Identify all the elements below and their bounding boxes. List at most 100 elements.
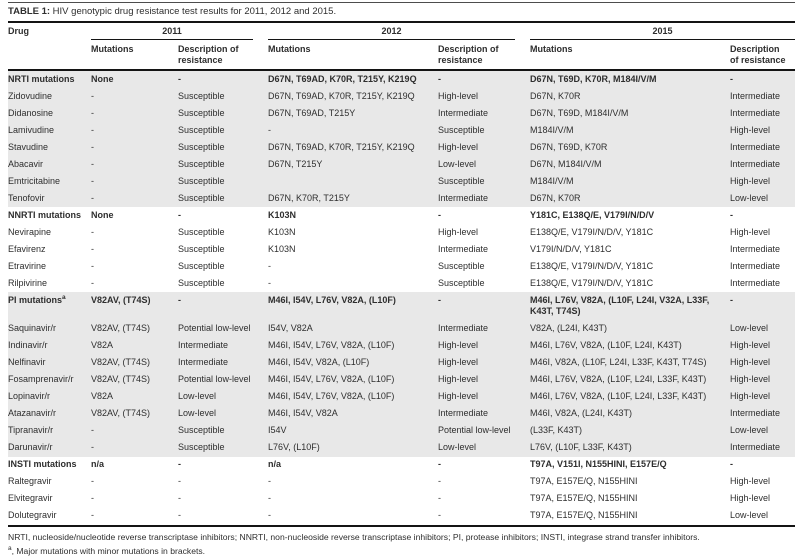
resistance-2015: Intermediate [730,90,781,101]
resistance-2015: High-level [730,124,771,135]
table-title: TABLE 1: HIV genotypic drug resistance t… [8,3,795,21]
table-row: Efavirenz - Susceptible K103N Intermediate V1… [8,241,795,258]
resistance-2015: Intermediate [730,107,781,118]
resistance-2012: High-level [438,357,479,367]
resistance-2011: - [178,493,181,503]
mutations-2011: - [91,158,94,169]
table-footnotes: NRTI, nucleoside/nucleotide reverse tran… [8,527,795,558]
mutations-2015: M46I, L76V, V82A, (L10F, L24I, L33F, K43… [530,391,707,401]
table-row: Etravirine - Susceptible - Susceptible E138Q/… [8,258,795,275]
mutations-2012: M46I, I54V, V82A, (L10F) [268,357,370,367]
resistance-2015: Intermediate [730,442,781,452]
drug-name: Zidovudine [8,90,53,101]
resistance-2015: Intermediate [730,243,781,254]
mutations-2015: D67N, M184I/V/M [530,158,602,169]
mutations-2012: K103N [268,209,297,220]
mutations-2012: I54V, V82A [268,323,313,333]
year-label-2011: 2011 [91,25,253,40]
table-row: Tipranavir/r - Susceptible I54V Potential lo… [8,422,795,440]
resistance-2012: High-level [438,141,479,152]
mutations-2012: K103N [268,243,296,254]
resistance-2012: - [438,510,441,520]
table-row: Didanosine - Susceptible D67N, T69AD, T215Y… [8,105,795,122]
mutations-2015: D67N, K70R [530,90,581,101]
resistance-2012: Low-level [438,442,477,452]
mutations-2015: E138Q/E, V179I/N/D/V, Y181C [530,277,654,288]
resistance-2012: - [438,459,441,469]
drug-name: NNRTI mutations [8,209,81,220]
table-row: Elvitegravir - - - - T97A, E157E/Q, N155HINI H… [8,491,795,508]
resistance-2011: - [178,209,181,220]
mutations-2011: - [91,277,94,288]
header-top-rule [8,21,795,23]
mutations-2015: D67N, T69D, K70R, M184I/V/M [530,73,657,84]
mutations-2015: V82A, (L24I, K43T) [530,323,608,333]
mutations-2011: V82AV, (T74S) [91,294,151,305]
resistance-2011: Potential low-level [178,374,251,384]
resistance-2011: Susceptible [178,243,225,254]
mutations-2012: D67N, T69AD, K70R, T215Y, K219Q [268,73,417,84]
drug-name: Darunavir/r [8,442,53,452]
drug-name: PI mutationsa [8,293,66,305]
column-group-2012: 2012 [268,23,530,40]
mutations-2011: None [91,73,114,84]
mutations-2015: V179I/N/D/V, Y181C [530,243,612,254]
mutations-2015: L76V, (L10F, L33F, K43T) [530,442,632,452]
resistance-2011: Susceptible [178,260,225,271]
mutations-2015: M184I/V/M [530,124,574,135]
mutations-2011: - [91,192,94,203]
mutations-2012: - [268,124,271,135]
table-row: Indinavir/r V82A Intermediate M46I, I54V, L… [8,337,795,355]
column-group-2015: 2015 [530,23,795,40]
table-number: TABLE 1: [8,6,51,17]
footnote-marker: a [8,544,12,552]
resistance-2015: Intermediate [730,277,781,288]
mutations-2011: V82AV, (T74S) [91,357,151,367]
resistance-2012: Intermediate [438,408,489,418]
resistance-2011: Susceptible [178,442,225,452]
mutations-2011: V82A [91,340,114,350]
table-row: Nelfinavir V82AV, (T74S) Intermediate M46I,… [8,354,795,372]
mutations-2012: n/a [268,459,282,469]
resistance-2015: - [730,73,733,84]
mutations-2012: M46I, I54V, L76V, V82A, (L10F) [268,340,395,350]
table-row: Zidovudine - Susceptible D67N, T69AD, K70R,… [8,88,795,105]
drug-name: Efavirenz [8,243,46,254]
resistance-table: Drug 2011 2012 2015 Mutations Descriptio… [8,23,795,527]
column-header-resistance-2015: Description of resistance [730,44,786,65]
drug-name: Indinavir/r [8,340,48,350]
resistance-2011: Intermediate [178,357,229,367]
table-row: Atazanavir/r V82AV, (T74S) Low-level M46I, … [8,405,795,423]
mutations-2015: M46I, V82A, (L10F, L24I, L33F, K43T, T74… [530,357,707,367]
resistance-2011: Susceptible [178,277,225,288]
resistance-2011: Low-level [178,408,217,418]
mutations-2012: - [268,476,271,486]
resistance-2015: High-level [730,493,771,503]
drug-name: Abacavir [8,158,44,169]
drug-name: Elvitegravir [8,493,53,503]
mutations-2015: D67N, T69D, M184I/V/M [530,107,629,118]
resistance-2015: High-level [730,476,771,486]
mutations-2015: D67N, K70R [530,192,581,203]
mutations-2015: T97A, E157E/Q, N155HINI [530,476,638,486]
table-row: NNRTI mutations None - K103N - Y181C, E138Q/E… [8,207,795,224]
drug-name: INSTI mutations [8,459,77,469]
mutations-2012: D67N, T69AD, K70R, T215Y, K219Q [268,90,415,101]
table-row: PI mutationsa V82AV, (T74S) - M46I, I54V, L… [8,292,795,321]
mutations-2012: - [268,510,271,520]
drug-name: Fosamprenavir/r [8,374,74,384]
column-header-mutations-2015: Mutations [530,44,573,54]
mutations-2012: D67N, K70R, T215Y [268,192,350,203]
mutations-2012: D67N, T69AD, K70R, T215Y, K219Q [268,141,415,152]
year-label-2012: 2012 [268,25,515,40]
mutations-2015: E138Q/E, V179I/N/D/V, Y181C [530,226,654,237]
resistance-2015: Low-level [730,192,769,203]
drug-name: Dolutegravir [8,510,57,520]
column-header-resistance-2011: Description of resistance [178,44,239,65]
drug-name: Nelfinavir [8,357,46,367]
mutations-2015: M46I, L76V, V82A, (L10F, L24I, K43T) [530,340,682,350]
mutations-2011: - [91,124,94,135]
drug-name: Lopinavir/r [8,391,51,401]
resistance-2015: High-level [730,226,771,237]
